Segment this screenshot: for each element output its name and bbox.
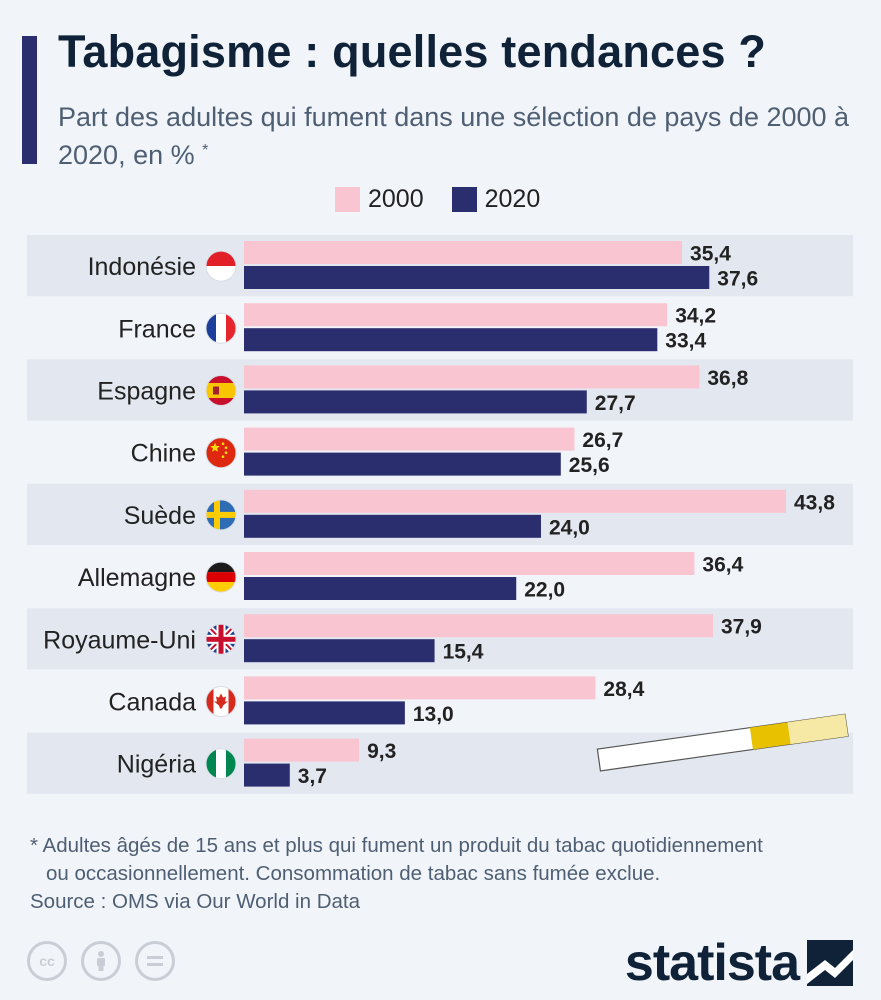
statista-logo-icon xyxy=(807,940,853,986)
data-label-2000: 26,7 xyxy=(582,429,623,452)
chart-title: Tabagisme : quelles tendances ? xyxy=(58,26,767,77)
category-label: Indonésie xyxy=(88,253,196,281)
bar-2000 xyxy=(244,552,695,575)
bar-2000 xyxy=(244,241,683,264)
bar-2020 xyxy=(244,763,290,787)
uk-flag-icon xyxy=(205,623,237,655)
attribution-icon[interactable] xyxy=(81,941,121,981)
nigeria-flag-icon xyxy=(205,748,237,780)
cigarette-illustration xyxy=(596,713,849,772)
category-label: Espagne xyxy=(97,378,196,406)
bar-2020 xyxy=(244,701,405,725)
germany-flag-icon xyxy=(205,561,237,593)
sweden-flag-icon xyxy=(205,499,237,531)
data-label-2020: 33,4 xyxy=(665,330,706,353)
bar-2020 xyxy=(244,577,517,600)
subtitle-text: Part des adultes qui fument dans une sél… xyxy=(58,102,850,170)
footnote: * Adultes âgés de 15 ans et plus qui fum… xyxy=(30,832,860,888)
spain-flag-icon xyxy=(205,375,237,406)
subtitle-footnote-mark: * xyxy=(202,142,209,159)
brand-name: statista xyxy=(624,934,800,992)
bar-2000 xyxy=(244,676,596,700)
cc-icon[interactable]: cc xyxy=(27,941,67,981)
title-accent-bar xyxy=(22,36,37,164)
bar-2000 xyxy=(244,365,700,389)
china-flag-icon xyxy=(205,437,237,469)
category-label: Canada xyxy=(108,689,196,717)
bar-2000 xyxy=(244,614,713,638)
license-icons: cc xyxy=(27,941,189,981)
no-derivatives-icon[interactable] xyxy=(135,941,175,981)
bar-2020 xyxy=(244,514,541,538)
data-label-2020: 13,0 xyxy=(413,703,454,726)
data-label-2020: 37,6 xyxy=(717,268,758,291)
legend-item-2000: 2000 xyxy=(335,185,424,214)
bar-2020 xyxy=(244,266,710,289)
data-label-2020: 25,6 xyxy=(569,454,610,477)
france-flag-icon xyxy=(205,312,237,344)
legend-label-2020: 2020 xyxy=(484,185,541,213)
category-label: Royaume-Uni xyxy=(43,626,196,654)
footnote-line-2: ou occasionnellement. Consommation de ta… xyxy=(46,862,661,885)
data-label-2000: 36,4 xyxy=(702,554,743,577)
statista-logo[interactable]: statista xyxy=(625,933,853,993)
data-label-2020: 3,7 xyxy=(298,765,327,788)
legend-item-2020: 2020 xyxy=(451,185,541,214)
data-label-2000: 37,9 xyxy=(721,616,762,639)
data-label-2000: 35,4 xyxy=(690,243,731,266)
chart-subtitle: Part des adultes qui fument dans une sél… xyxy=(58,98,858,174)
bar-2000 xyxy=(244,427,575,451)
data-label-2000: 36,8 xyxy=(707,367,748,390)
data-label-2020: 22,0 xyxy=(524,579,565,602)
footnote-line-1: * Adultes âgés de 15 ans et plus qui fum… xyxy=(30,834,763,857)
legend: 2000 2020 xyxy=(335,185,568,214)
category-label: Chine xyxy=(131,440,196,468)
category-label: France xyxy=(118,315,196,343)
bar-2020 xyxy=(244,452,561,476)
bar-2000 xyxy=(244,738,360,762)
bar-2020 xyxy=(244,639,435,663)
data-label-2020: 15,4 xyxy=(443,641,484,664)
legend-swatch-2000 xyxy=(335,187,360,212)
data-label-2000: 43,8 xyxy=(794,491,835,514)
data-label-2000: 34,2 xyxy=(675,305,716,328)
legend-swatch-2020 xyxy=(451,187,477,212)
canada-flag-icon xyxy=(205,686,237,717)
bar-2020 xyxy=(244,328,658,352)
category-label: Nigéria xyxy=(117,751,196,779)
bar-2000 xyxy=(244,303,668,327)
indonesia-flag-icon xyxy=(205,250,237,282)
source-note: Source : OMS via Our World in Data xyxy=(30,890,361,913)
category-label: Suède xyxy=(124,502,196,530)
category-label: Allemagne xyxy=(78,564,196,592)
data-label-2020: 27,7 xyxy=(595,392,636,415)
data-label-2000: 28,4 xyxy=(603,678,644,701)
data-label-2020: 24,0 xyxy=(549,516,590,539)
bar-2000 xyxy=(244,489,786,513)
bar-2020 xyxy=(244,390,587,414)
data-label-2000: 9,3 xyxy=(367,740,396,763)
legend-label-2000: 2000 xyxy=(368,185,424,213)
